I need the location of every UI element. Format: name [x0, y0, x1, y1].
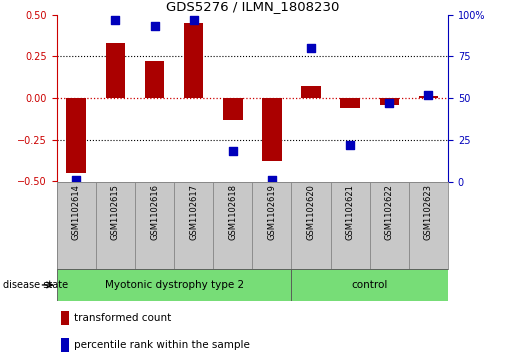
Bar: [61, 338, 69, 352]
Bar: [291, 182, 331, 269]
Bar: [301, 86, 321, 98]
Bar: [370, 182, 409, 269]
Bar: [340, 98, 360, 108]
Bar: [262, 98, 282, 162]
Text: GSM1102617: GSM1102617: [189, 184, 198, 240]
Text: percentile rank within the sample: percentile rank within the sample: [74, 340, 250, 350]
Bar: [331, 182, 370, 269]
Text: GSM1102619: GSM1102619: [267, 184, 277, 240]
Bar: [145, 61, 164, 98]
Text: GSM1102623: GSM1102623: [424, 184, 433, 240]
Point: [346, 142, 354, 148]
Point: [229, 148, 237, 154]
Bar: [57, 182, 96, 269]
Point: [111, 17, 119, 23]
Point: [150, 23, 159, 29]
Point: [268, 177, 276, 183]
Point: [307, 45, 315, 51]
Bar: [419, 96, 438, 98]
Bar: [61, 311, 69, 325]
Text: GSM1102622: GSM1102622: [385, 184, 394, 240]
Text: transformed count: transformed count: [74, 313, 171, 323]
Bar: [380, 98, 399, 105]
Text: GSM1102614: GSM1102614: [72, 184, 81, 240]
Bar: [135, 182, 174, 269]
Point: [385, 100, 393, 106]
Bar: [184, 23, 203, 98]
Text: GSM1102616: GSM1102616: [150, 184, 159, 240]
Text: Myotonic dystrophy type 2: Myotonic dystrophy type 2: [105, 280, 244, 290]
Point: [190, 17, 198, 23]
Title: GDS5276 / ILMN_1808230: GDS5276 / ILMN_1808230: [166, 0, 339, 13]
Bar: [174, 182, 213, 269]
Text: GSM1102615: GSM1102615: [111, 184, 120, 240]
Point: [424, 92, 433, 98]
Bar: [66, 98, 86, 173]
Text: disease state: disease state: [3, 280, 67, 290]
Bar: [213, 182, 252, 269]
Bar: [291, 269, 448, 301]
Bar: [409, 182, 448, 269]
Bar: [252, 182, 291, 269]
Text: GSM1102618: GSM1102618: [228, 184, 237, 240]
Bar: [96, 182, 135, 269]
Text: GSM1102620: GSM1102620: [306, 184, 316, 240]
Text: control: control: [352, 280, 388, 290]
Bar: [106, 43, 125, 98]
Bar: [57, 269, 291, 301]
Point: [72, 177, 80, 183]
Bar: [223, 98, 243, 120]
Text: GSM1102621: GSM1102621: [346, 184, 355, 240]
